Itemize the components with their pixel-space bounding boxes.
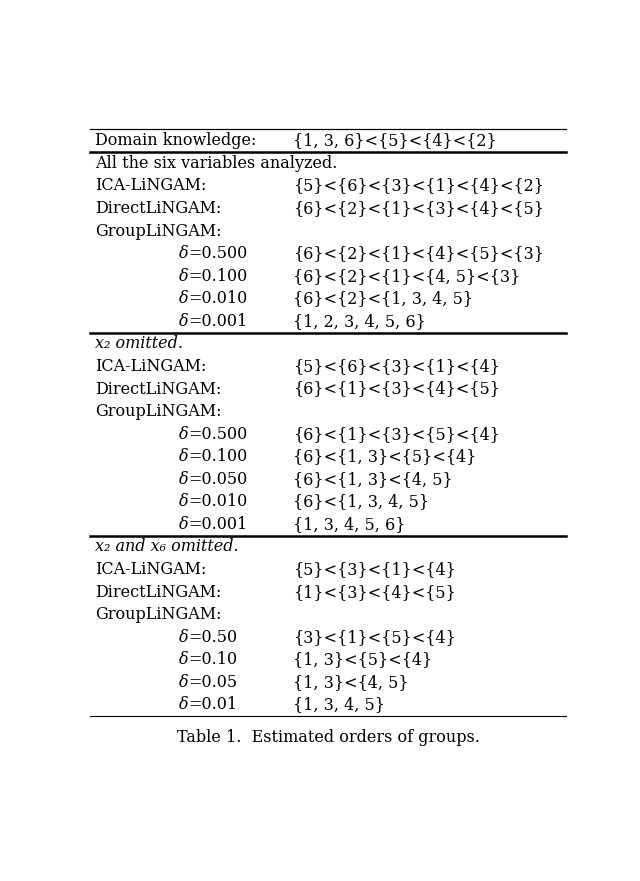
- Text: δ: δ: [179, 697, 189, 714]
- Text: =0.05: =0.05: [188, 674, 237, 691]
- Text: {1, 3}<{5}<{4}: {1, 3}<{5}<{4}: [293, 651, 433, 669]
- Text: Table 1.  Estimated orders of groups.: Table 1. Estimated orders of groups.: [177, 729, 479, 746]
- Text: =0.50: =0.50: [188, 629, 237, 646]
- Text: GroupLiNGAM:: GroupLiNGAM:: [95, 403, 221, 420]
- Text: =0.01: =0.01: [188, 697, 237, 714]
- Text: =0.010: =0.010: [188, 290, 248, 307]
- Text: {6}<{1}<{3}<{5}<{4}: {6}<{1}<{3}<{5}<{4}: [293, 426, 500, 442]
- Text: =0.001: =0.001: [188, 313, 248, 329]
- Text: =0.050: =0.050: [188, 470, 248, 488]
- Text: {3}<{1}<{5}<{4}: {3}<{1}<{5}<{4}: [293, 629, 456, 646]
- Text: ICA-LiNGAM:: ICA-LiNGAM:: [95, 358, 206, 375]
- Text: δ: δ: [179, 290, 189, 307]
- Text: δ: δ: [179, 493, 189, 510]
- Text: {6}<{1, 3}<{4, 5}: {6}<{1, 3}<{4, 5}: [293, 470, 453, 488]
- Text: {1, 3}<{4, 5}: {1, 3}<{4, 5}: [293, 674, 409, 691]
- Text: {5}<{6}<{3}<{1}<{4}<{2}: {5}<{6}<{3}<{1}<{4}<{2}: [293, 177, 544, 195]
- Text: DirectLiNGAM:: DirectLiNGAM:: [95, 583, 221, 601]
- Text: Domain knowledge:: Domain knowledge:: [95, 132, 256, 149]
- Text: {6}<{1}<{3}<{4}<{5}: {6}<{1}<{3}<{4}<{5}: [293, 381, 500, 397]
- Text: {6}<{2}<{1}<{3}<{4}<{5}: {6}<{2}<{1}<{3}<{4}<{5}: [293, 200, 544, 217]
- Text: x₂ omitted.: x₂ omitted.: [95, 336, 183, 352]
- Text: {1, 3, 4, 5}: {1, 3, 4, 5}: [293, 697, 385, 714]
- Text: ICA-LiNGAM:: ICA-LiNGAM:: [95, 561, 206, 578]
- Text: {6}<{2}<{1}<{4}<{5}<{3}: {6}<{2}<{1}<{4}<{5}<{3}: [293, 245, 544, 262]
- Text: {1}<{3}<{4}<{5}: {1}<{3}<{4}<{5}: [293, 583, 456, 601]
- Text: =0.010: =0.010: [188, 493, 248, 510]
- Text: =0.100: =0.100: [188, 268, 248, 285]
- Text: =0.10: =0.10: [188, 651, 237, 669]
- Text: =0.500: =0.500: [188, 245, 248, 262]
- Text: {1, 2, 3, 4, 5, 6}: {1, 2, 3, 4, 5, 6}: [293, 313, 426, 329]
- Text: δ: δ: [179, 448, 189, 465]
- Text: DirectLiNGAM:: DirectLiNGAM:: [95, 200, 221, 217]
- Text: {6}<{1, 3}<{5}<{4}: {6}<{1, 3}<{5}<{4}: [293, 448, 477, 465]
- Text: {6}<{2}<{1, 3, 4, 5}: {6}<{2}<{1, 3, 4, 5}: [293, 290, 474, 307]
- Text: {6}<{1, 3, 4, 5}: {6}<{1, 3, 4, 5}: [293, 493, 429, 510]
- Text: {6}<{2}<{1}<{4, 5}<{3}: {6}<{2}<{1}<{4, 5}<{3}: [293, 268, 521, 285]
- Text: GroupLiNGAM:: GroupLiNGAM:: [95, 223, 221, 240]
- Text: {1, 3, 6}<{5}<{4}<{2}: {1, 3, 6}<{5}<{4}<{2}: [293, 132, 497, 149]
- Text: δ: δ: [179, 426, 189, 442]
- Text: =0.001: =0.001: [188, 516, 248, 533]
- Text: {5}<{3}<{1}<{4}: {5}<{3}<{1}<{4}: [293, 561, 456, 578]
- Text: ICA-LiNGAM:: ICA-LiNGAM:: [95, 177, 206, 195]
- Text: δ: δ: [179, 516, 189, 533]
- Text: x₂ and x₆ omitted.: x₂ and x₆ omitted.: [95, 538, 239, 556]
- Text: δ: δ: [179, 674, 189, 691]
- Text: δ: δ: [179, 245, 189, 262]
- Text: δ: δ: [179, 470, 189, 488]
- Text: δ: δ: [179, 651, 189, 669]
- Text: GroupLiNGAM:: GroupLiNGAM:: [95, 606, 221, 623]
- Text: {1, 3, 4, 5, 6}: {1, 3, 4, 5, 6}: [293, 516, 406, 533]
- Text: δ: δ: [179, 313, 189, 329]
- Text: {5}<{6}<{3}<{1}<{4}: {5}<{6}<{3}<{1}<{4}: [293, 358, 500, 375]
- Text: δ: δ: [179, 629, 189, 646]
- Text: All the six variables analyzed.: All the six variables analyzed.: [95, 155, 337, 172]
- Text: =0.100: =0.100: [188, 448, 248, 465]
- Text: =0.500: =0.500: [188, 426, 248, 442]
- Text: DirectLiNGAM:: DirectLiNGAM:: [95, 381, 221, 397]
- Text: δ: δ: [179, 268, 189, 285]
